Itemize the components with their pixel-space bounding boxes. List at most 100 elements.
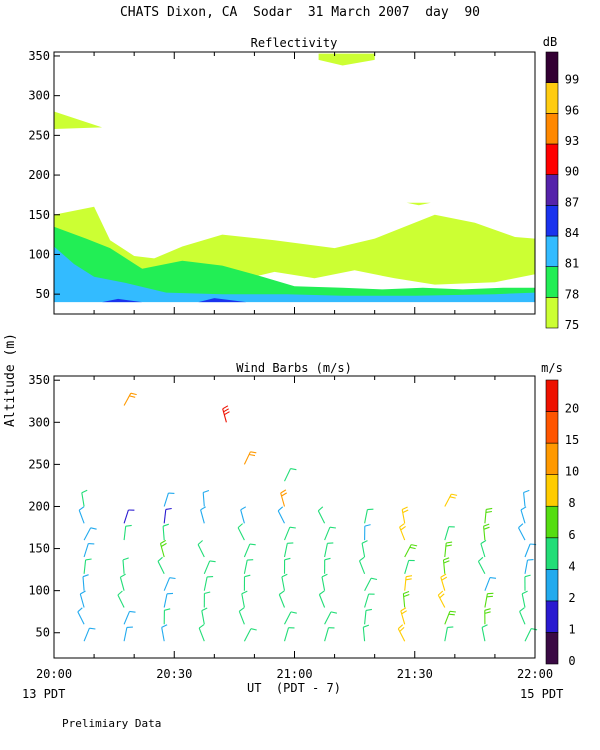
reflectivity-colorbar-swatch (545, 82, 559, 114)
wind-barb (519, 607, 526, 625)
wind-colorbar-label: 2 (568, 591, 575, 605)
right-date-label: 15 PDT (520, 687, 563, 701)
wind-barb (444, 610, 456, 625)
wind-barb (481, 624, 488, 642)
wind-barb (283, 627, 295, 642)
wind-y-tick-label: 300 (28, 415, 50, 429)
wind-barb (324, 526, 336, 541)
wind-colorbar-unit: m/s (541, 361, 563, 375)
wind-barb (243, 628, 257, 642)
wind-barb (201, 607, 208, 625)
wind-barb (243, 574, 251, 591)
wind-barb (78, 506, 85, 524)
wind-barb (518, 523, 526, 541)
wind-barb (82, 574, 89, 591)
wind-barb (277, 506, 285, 524)
wind-colorbar-swatch (545, 379, 559, 412)
wind-barb (243, 543, 256, 558)
reflectivity-region (54, 226, 535, 301)
wind-barb (444, 541, 453, 558)
reflectivity-colorbar-label: 84 (565, 226, 579, 240)
wind-barb (364, 508, 374, 524)
wind-barb (284, 468, 297, 482)
wind-barb (444, 493, 458, 507)
reflectivity-colorbar-label: 96 (565, 103, 579, 117)
wind-barb (364, 577, 378, 591)
wind-barb (200, 506, 206, 524)
reflectivity-colorbar-swatch (545, 174, 559, 206)
wind-barb (484, 577, 497, 591)
wind-barb (283, 542, 294, 558)
wind-colorbar-swatch (545, 442, 559, 475)
wind-barb (243, 451, 257, 465)
wind-x-tick-label: 21:00 (276, 667, 312, 681)
wind-barb (484, 592, 494, 608)
wind-barb (402, 590, 410, 608)
reflectivity-colorbar-label: 81 (565, 257, 579, 271)
reflectivity-colorbar-swatch (545, 297, 559, 329)
reflectivity-colorbar-unit: dB (543, 35, 557, 49)
figure-title: CHATS Dixon, CA Sodar 31 March 2007 day … (120, 5, 480, 20)
wind-barb (203, 560, 216, 575)
reflectivity-colorbar-label: 90 (565, 165, 579, 179)
wind-barb (123, 392, 137, 406)
wind-barb (237, 523, 245, 541)
reflectivity-y-tick-label: 300 (28, 89, 50, 103)
wind-barb (401, 506, 409, 524)
reflectivity-colorbar-label: 75 (565, 318, 579, 332)
wind-barb (123, 524, 132, 541)
reflectivity-y-tick-label: 250 (28, 128, 50, 142)
wind-colorbar-swatch (545, 411, 559, 444)
wind-barb (524, 574, 531, 591)
wind-x-tick-label: 20:30 (156, 667, 192, 681)
wind-barb (444, 626, 454, 642)
wind-barb (524, 628, 538, 642)
wind-barb (163, 608, 171, 625)
wind-colorbar-label: 20 (565, 402, 579, 416)
reflectivity-region (102, 298, 143, 303)
wind-barb (284, 611, 297, 625)
reflectivity-region (54, 246, 535, 303)
wind-colorbar-swatch (545, 474, 559, 507)
wind-barb (321, 573, 328, 591)
wind-barb (521, 590, 528, 608)
wind-barb (324, 627, 335, 642)
reflectivity-colorbar-label: 87 (565, 195, 579, 209)
wind-barb (480, 539, 487, 558)
wind-barb (364, 608, 372, 625)
reflectivity-region (406, 202, 431, 206)
wind-barb (484, 507, 493, 524)
wind-barb (437, 590, 446, 608)
reflectivity-colorbar-swatch (545, 266, 559, 298)
wind-barb (520, 506, 527, 524)
wind-barb (283, 526, 296, 541)
wind-colorbar-swatch (545, 632, 559, 665)
wind-barb (162, 523, 169, 541)
wind-barb (318, 590, 326, 608)
wind-barb (83, 627, 96, 642)
wind-barb (243, 559, 254, 574)
wind-barb (79, 590, 86, 608)
wind-barb (317, 506, 326, 524)
wind-barb (163, 492, 175, 507)
wind-barb (161, 624, 168, 642)
wind-colorbar-label: 4 (568, 559, 575, 573)
reflectivity-colorbar: 75 78 81 84 87 90 93 96 99 (545, 51, 579, 332)
wind-barb (159, 539, 167, 558)
reflectivity-y-tick-label: 350 (28, 49, 50, 63)
wind-barb (123, 626, 133, 642)
wind-barb (524, 559, 534, 574)
wind-barb (83, 543, 95, 558)
reflectivity-colorbar-swatch (545, 113, 559, 145)
reflectivity-fill (54, 53, 535, 303)
wind-barb (364, 593, 375, 608)
wind-barb (477, 556, 486, 575)
wind-y-tick-label: 150 (28, 542, 50, 556)
wind-colorbar-swatch (545, 569, 559, 602)
wind-barb (281, 573, 288, 591)
wind-barb (523, 489, 530, 507)
wind-barb (123, 610, 136, 625)
reflectivity-region (54, 111, 103, 129)
wind-barb (358, 556, 366, 575)
